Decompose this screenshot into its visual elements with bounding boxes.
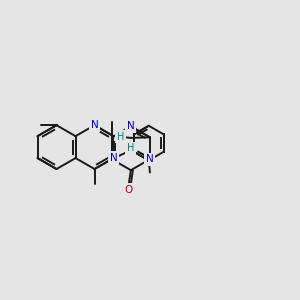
Text: N: N xyxy=(146,154,154,164)
Text: O: O xyxy=(124,185,133,195)
Text: N: N xyxy=(110,153,117,163)
Text: H: H xyxy=(117,132,124,142)
Text: H: H xyxy=(127,143,134,153)
Text: N: N xyxy=(91,120,98,130)
Text: N: N xyxy=(127,121,135,131)
